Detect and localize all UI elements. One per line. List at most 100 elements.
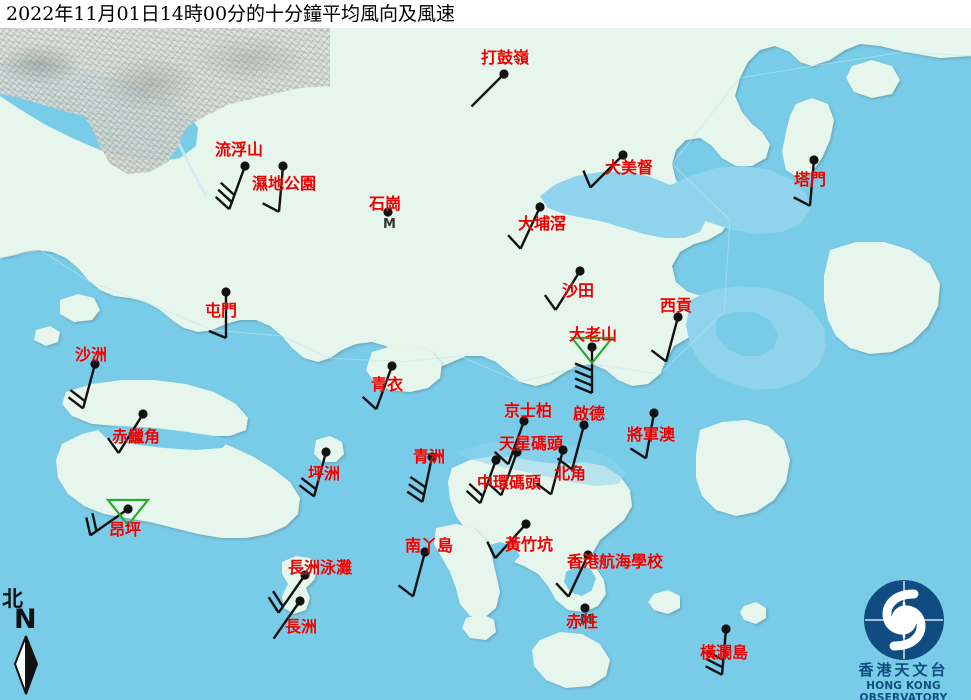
station-dot xyxy=(519,416,529,426)
station-label: 將軍澳 xyxy=(627,425,676,444)
station-dot xyxy=(580,603,590,613)
barb-full xyxy=(555,582,570,598)
wind-barb-icon xyxy=(397,547,430,598)
landmass-new-territories xyxy=(0,24,971,386)
station-dot xyxy=(558,445,568,455)
station-label: 昂坪 xyxy=(109,520,142,539)
sea-sai-kung-inlet xyxy=(716,312,778,356)
wind-barb-icon xyxy=(67,359,100,410)
barb-shaft xyxy=(519,206,542,250)
station-dot xyxy=(618,150,628,160)
station-label: 橫瀾島 xyxy=(700,643,749,662)
landmass-po-toi xyxy=(532,632,610,688)
hko-name-en: HONG KONG OBSERVATORY xyxy=(859,680,948,700)
station-label: 青衣 xyxy=(371,375,404,394)
barb-full xyxy=(535,482,552,496)
barb-shaft xyxy=(507,420,526,465)
station-label: 濕地公園 xyxy=(252,174,317,193)
barb-full xyxy=(208,329,227,340)
station-dot xyxy=(221,287,231,297)
station-dot xyxy=(579,420,589,430)
barb-full xyxy=(574,362,593,372)
wind-barb-icon xyxy=(208,287,231,340)
station-label: 大老山 xyxy=(569,325,618,344)
station-dot xyxy=(123,504,133,514)
missing-data-marker: M xyxy=(383,217,396,232)
station-dot xyxy=(321,447,331,457)
sea-tung-chung-bay xyxy=(96,426,230,450)
station-label: 天星碼頭 xyxy=(499,434,564,453)
title-bar: 2022年11月01日14時00分的十分鐘平均風向及風速 xyxy=(0,0,971,28)
station-label: 青洲 xyxy=(413,447,446,466)
barb-full xyxy=(220,181,236,197)
barb-full xyxy=(397,584,414,598)
wind-barb-icon xyxy=(406,452,437,503)
barb-full xyxy=(298,484,315,498)
barb-shaft xyxy=(277,165,285,212)
barb-shaft xyxy=(589,154,624,189)
station-dot xyxy=(278,161,288,171)
station-dot xyxy=(427,452,437,462)
station-dot xyxy=(587,342,597,352)
barb-full xyxy=(91,512,98,532)
station-dot xyxy=(387,361,397,371)
barb-shaft xyxy=(554,270,582,311)
barb-full xyxy=(706,650,724,661)
wind-barb-icon xyxy=(298,447,331,498)
station-dot xyxy=(583,550,593,560)
wind-barb-icon xyxy=(493,416,529,466)
wind-barb-icon xyxy=(650,312,683,363)
hko-spiral-logo xyxy=(864,580,944,660)
barb-full xyxy=(408,483,425,496)
station-label: 坪洲 xyxy=(308,464,341,483)
landmass-tsing-yi xyxy=(366,346,442,392)
station-label: 打鼓嶺 xyxy=(481,48,530,67)
barb-shaft xyxy=(272,600,301,640)
station-dot xyxy=(420,547,430,557)
wind-barb-icon xyxy=(705,624,731,676)
station-dot xyxy=(138,409,148,419)
barb-full xyxy=(507,234,522,250)
compass-rose: 北 N xyxy=(2,588,72,698)
landmass-tap-mun xyxy=(782,98,834,178)
missing-data-marker: M xyxy=(580,613,593,628)
barb-full xyxy=(465,489,482,505)
landmass-clearwater-bay xyxy=(696,420,790,516)
barb-full xyxy=(574,377,593,387)
barb-shaft xyxy=(470,73,505,108)
station-dot xyxy=(673,312,683,322)
station-dot xyxy=(383,207,393,217)
compass-needle-icon xyxy=(13,635,39,695)
station-label: 赤柱 xyxy=(566,612,599,631)
hko-logo: 香港天文台 HONG KONG OBSERVATORY xyxy=(836,578,971,700)
landmass-lamma xyxy=(434,524,500,618)
barb-full xyxy=(468,482,484,498)
barb-full xyxy=(650,349,667,363)
station-label: 沙田 xyxy=(562,281,595,300)
barb-shaft xyxy=(664,316,680,362)
barb-full xyxy=(406,490,424,503)
barb-shaft xyxy=(117,413,145,454)
station-dot xyxy=(521,519,531,529)
barb-full xyxy=(300,477,317,491)
station-label: 赤鱲角 xyxy=(112,427,161,446)
wind-barb-icon xyxy=(486,447,522,497)
station-label: 長洲 xyxy=(285,617,318,636)
barb-full xyxy=(67,396,84,410)
sea-tolo-channel xyxy=(664,166,810,234)
sea-victoria-harbour xyxy=(456,440,626,486)
station-label: 石崗 xyxy=(369,194,402,213)
barb-shaft xyxy=(494,523,527,559)
wind-barb-icon xyxy=(543,266,585,311)
wind-barb-icon xyxy=(582,150,628,189)
barb-shaft xyxy=(570,424,586,470)
barb-full xyxy=(582,170,592,188)
barb-full xyxy=(493,450,510,466)
barb-full xyxy=(705,657,724,669)
barb-full xyxy=(793,196,811,207)
landmass-ne-islet xyxy=(846,60,900,98)
barb-full xyxy=(217,188,233,204)
station-dot xyxy=(240,161,250,171)
wind-barb-icon xyxy=(470,69,509,108)
